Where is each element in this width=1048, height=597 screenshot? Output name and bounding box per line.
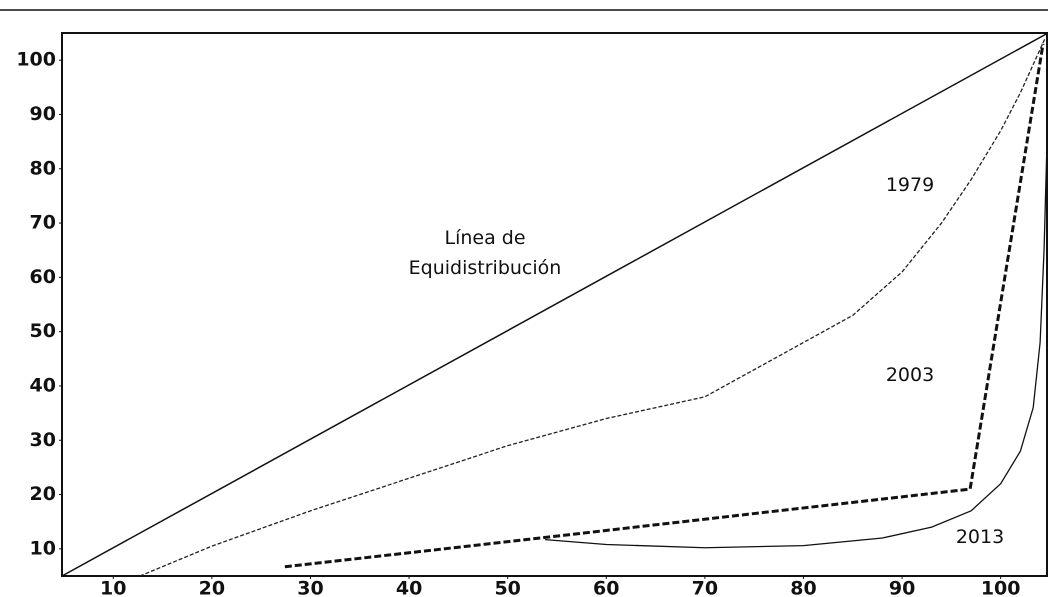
x-tick-label: 90 <box>889 578 915 597</box>
x-tick-label: 100 <box>981 578 1021 597</box>
x-tick-label: 10 <box>100 578 126 597</box>
series-line <box>61 32 1048 577</box>
series-line <box>284 43 1045 569</box>
y-tick-label: 90 <box>30 103 56 125</box>
series-line <box>545 43 1048 549</box>
series-line <box>139 38 1046 577</box>
y-tick-label: 60 <box>30 266 56 288</box>
x-tick-label: 40 <box>396 578 422 597</box>
series-label: 2013 <box>955 526 1005 548</box>
x-tick-label: 80 <box>790 578 816 597</box>
plot-frame <box>61 32 1048 577</box>
x-tick-label: 50 <box>494 578 520 597</box>
y-tick-label: 50 <box>30 320 56 342</box>
y-tick-label: 10 <box>30 537 56 559</box>
x-tick-label: 70 <box>692 578 718 597</box>
y-tick-label: 70 <box>30 212 56 234</box>
series-label: 2003 <box>885 364 935 386</box>
series-label: Línea de Equidistribución <box>408 227 562 279</box>
y-tick-label: 40 <box>30 374 56 396</box>
x-tick-label: 60 <box>593 578 619 597</box>
y-tick-label: 30 <box>30 429 56 451</box>
series-label: 1979 <box>885 174 935 196</box>
y-tick-label: 100 <box>16 49 56 71</box>
y-tick-label: 80 <box>30 157 56 179</box>
y-tick-label: 20 <box>30 483 56 505</box>
x-tick-label: 20 <box>199 578 225 597</box>
x-tick-label: 30 <box>297 578 323 597</box>
